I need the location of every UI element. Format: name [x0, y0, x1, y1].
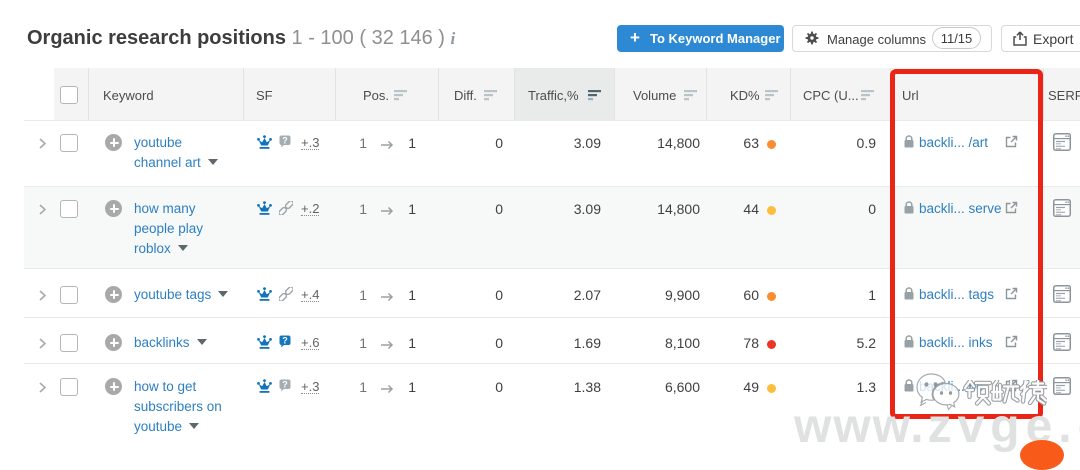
svg-text:?: ? — [282, 335, 288, 345]
svg-text:?: ? — [282, 379, 288, 389]
svg-text:?: ? — [282, 135, 288, 145]
